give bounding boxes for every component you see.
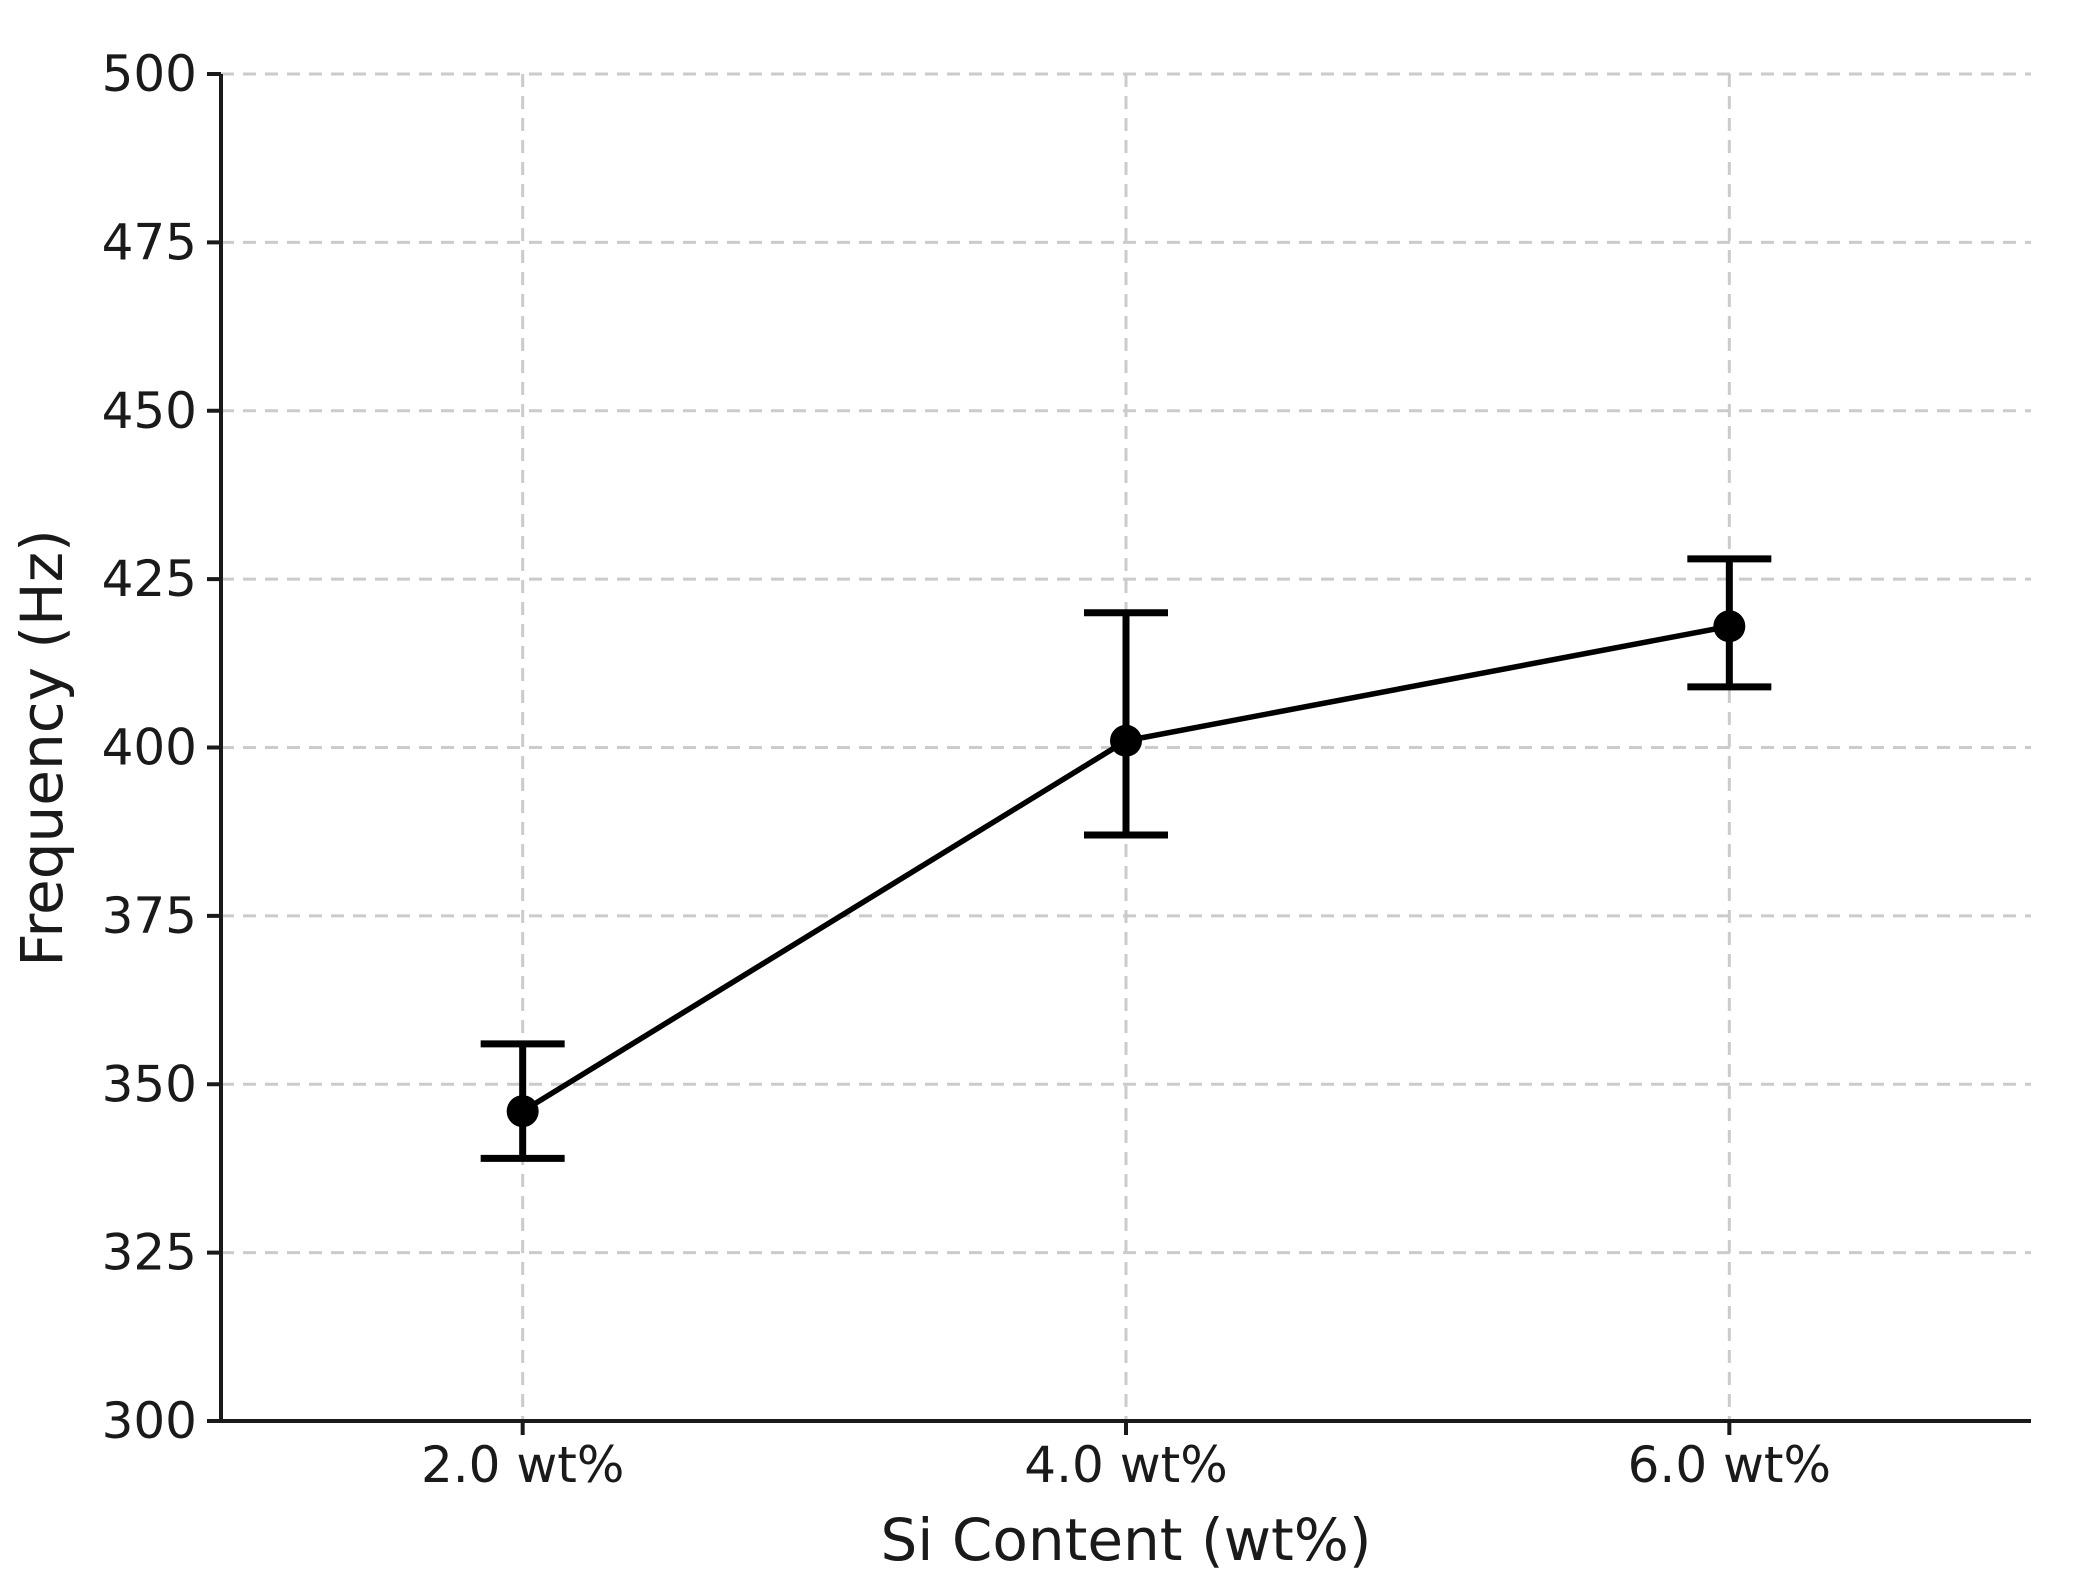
x-axis-title: Si Content (wt%): [880, 1506, 1371, 1574]
y-tick-label: 450: [102, 382, 197, 440]
data-series-layer: [480, 555, 1772, 1162]
data-point-marker: [1110, 724, 1142, 757]
data-point-marker: [1713, 610, 1746, 643]
axes-layer: 300 325 350 375 400 425 450 475 500 2.0 wt% 4.0 wt…: [102, 45, 2031, 1494]
y-axis-title: Frequency (Hz): [8, 529, 76, 966]
x-tick-label: 4.0 wt%: [1024, 1436, 1227, 1494]
grid-layer: [221, 72, 2031, 1423]
data-point-marker: [506, 1095, 539, 1128]
y-tick-label: 425: [102, 550, 197, 608]
y-tick-label: 350: [102, 1055, 197, 1113]
x-tick-label: 6.0 wt%: [1628, 1436, 1831, 1494]
y-tick-label: 400: [102, 719, 197, 777]
y-tick-label: 475: [102, 213, 197, 271]
y-tick-label: 375: [102, 887, 197, 945]
y-tick-label: 300: [102, 1392, 197, 1450]
x-tick-label: 2.0 wt%: [421, 1436, 624, 1494]
y-tick-label: 325: [102, 1224, 197, 1282]
y-tick-label: 500: [102, 45, 197, 103]
